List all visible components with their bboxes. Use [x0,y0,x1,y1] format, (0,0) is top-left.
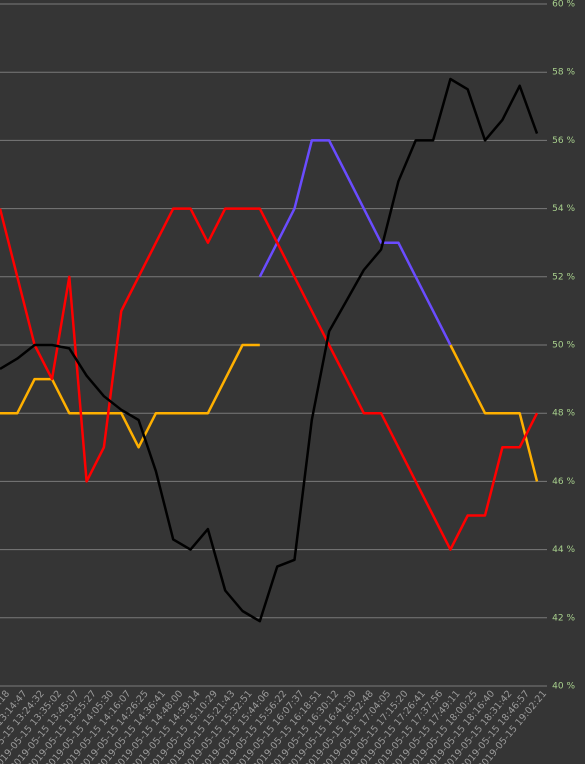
series-line [0,343,539,482]
series-line [0,77,539,623]
y-tick-label: 58 % [552,68,575,78]
y-tick-label: 44 % [552,545,575,555]
y-tick-label: 42 % [552,613,575,623]
y-tick-label: 50 % [552,341,575,351]
y-tick-label: 56 % [552,136,575,146]
y-tick-label: 48 % [552,409,575,419]
series-line [0,207,539,551]
y-tick-label: 52 % [552,272,575,282]
series-line [258,139,452,346]
y-tick-label: 60 % [552,0,575,10]
y-tick-label: 40 % [552,682,575,692]
y-tick-label: 46 % [552,477,575,487]
y-tick-label: 54 % [552,204,575,214]
